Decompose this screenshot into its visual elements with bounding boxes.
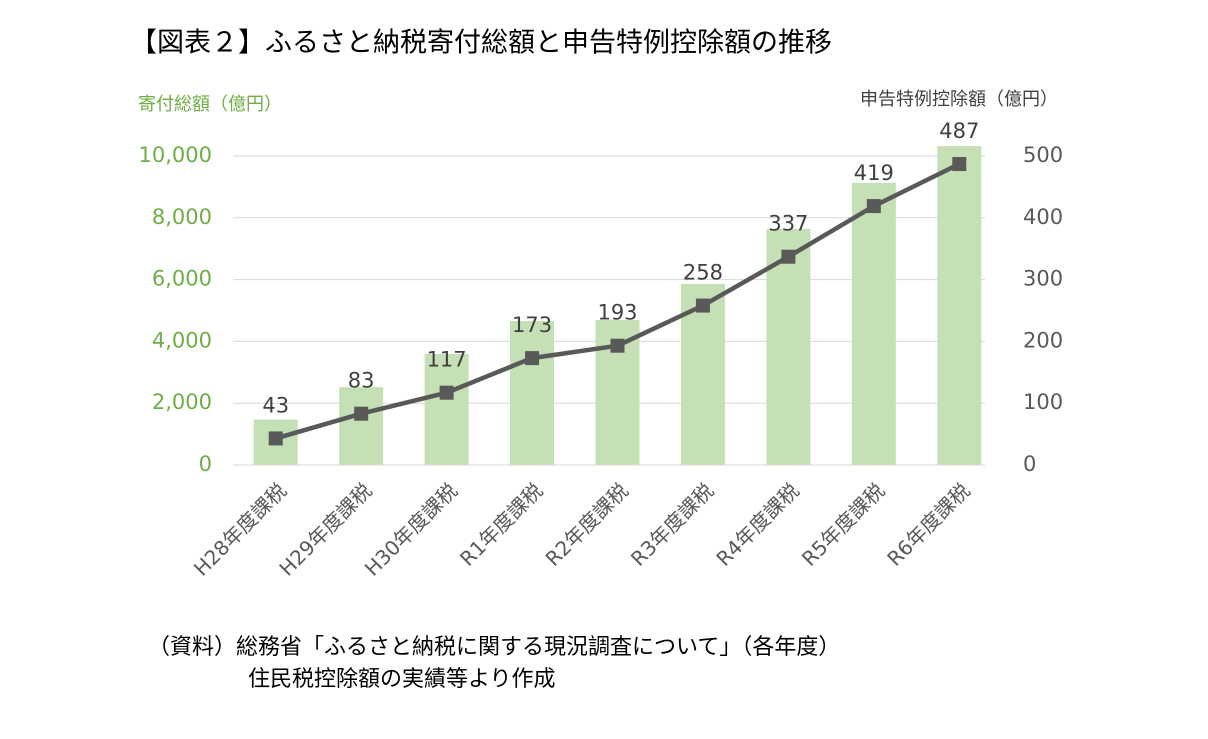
x-tick-label: R4年度課税 bbox=[711, 478, 803, 570]
line-marker bbox=[610, 338, 625, 353]
line-marker bbox=[354, 406, 369, 421]
y-tick-label: 10,000 bbox=[139, 143, 212, 167]
bar bbox=[510, 321, 555, 465]
data-label: 83 bbox=[348, 369, 375, 393]
source-note: （資料）総務省「ふるさと納税に関する現況調査について」（各年度） bbox=[148, 635, 840, 660]
data-label: 419 bbox=[854, 161, 894, 185]
x-tick-label: R2年度課税 bbox=[541, 478, 633, 570]
y2-tick-label: 0 bbox=[1023, 452, 1036, 476]
x-tick-label: R5年度課税 bbox=[797, 478, 889, 570]
y-tick-label: 8,000 bbox=[152, 205, 212, 229]
data-label: 117 bbox=[427, 348, 467, 372]
data-label: 193 bbox=[597, 301, 637, 325]
bar bbox=[851, 182, 896, 465]
bar bbox=[339, 387, 384, 465]
line-marker bbox=[268, 431, 283, 446]
x-tick-label: R6年度課税 bbox=[882, 478, 974, 570]
y2-tick-label: 100 bbox=[1023, 390, 1063, 414]
data-label: 487 bbox=[939, 119, 979, 143]
line-marker bbox=[781, 249, 796, 264]
x-tick-label: R1年度課税 bbox=[455, 478, 547, 570]
line-marker bbox=[866, 199, 881, 214]
y-tick-label: 4,000 bbox=[152, 328, 212, 352]
chart-title: 【図表２】ふるさと納税寄付総額と申告特例控除額の推移 bbox=[130, 28, 832, 59]
y-tick-label: 6,000 bbox=[152, 267, 212, 291]
data-label: 173 bbox=[512, 313, 552, 337]
y-axis-title: 寄付総額（億円） bbox=[138, 94, 282, 115]
source-note: 住民税控除額の実績等より作成 bbox=[248, 667, 556, 692]
bar bbox=[766, 228, 811, 465]
data-label: 258 bbox=[683, 261, 723, 285]
y2-axis-title: 申告特例控除額（億円） bbox=[860, 89, 1058, 110]
bar bbox=[937, 146, 982, 465]
line-marker bbox=[952, 157, 967, 172]
y2-tick-label: 500 bbox=[1023, 143, 1063, 167]
y2-tick-label: 400 bbox=[1023, 205, 1063, 229]
y2-tick-label: 200 bbox=[1023, 328, 1063, 352]
x-tick-label: R3年度課税 bbox=[626, 478, 718, 570]
data-label: 337 bbox=[768, 212, 808, 236]
data-label: 43 bbox=[262, 393, 289, 417]
line-marker bbox=[439, 385, 454, 400]
line-marker bbox=[525, 351, 540, 366]
line-marker bbox=[695, 298, 710, 313]
x-tick-label: H30年度課税 bbox=[360, 478, 462, 580]
y-tick-label: 0 bbox=[199, 452, 212, 476]
bar bbox=[424, 354, 469, 465]
y-tick-label: 2,000 bbox=[152, 390, 212, 414]
y2-tick-label: 300 bbox=[1023, 267, 1063, 291]
